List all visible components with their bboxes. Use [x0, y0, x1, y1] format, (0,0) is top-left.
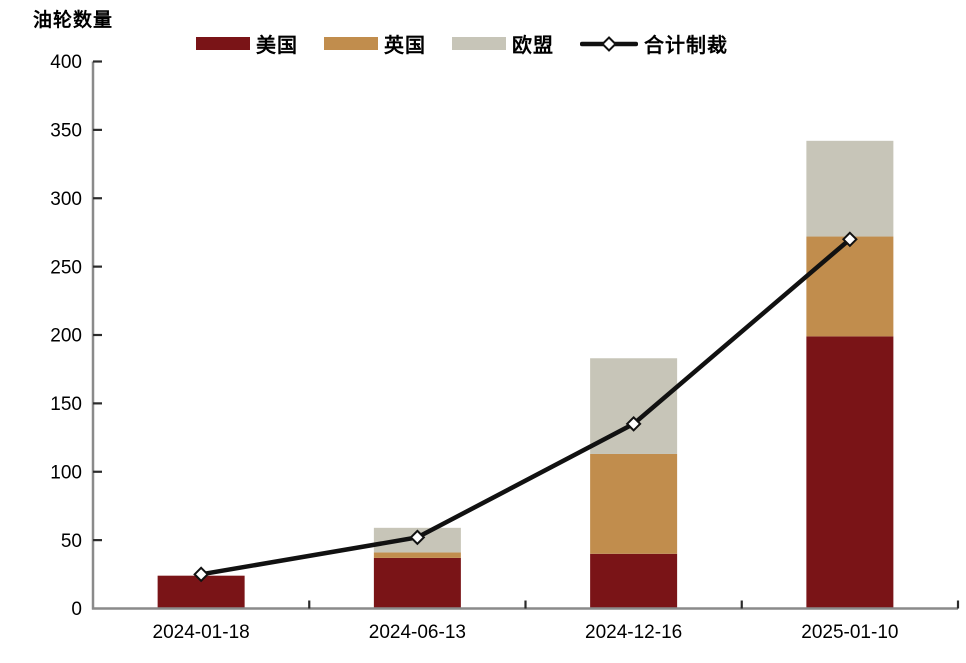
bar-segment-eu — [806, 140, 894, 237]
legend: 美国 英国 欧盟 合计制裁 — [196, 29, 728, 58]
legend-label-eu: 欧盟 — [512, 35, 554, 57]
bar-segment-us — [373, 557, 461, 609]
legend-item-us: 美国 — [196, 29, 298, 58]
x-tick-label: 2024-12-16 — [585, 622, 682, 643]
x-tick-label: 2024-06-13 — [369, 622, 466, 643]
line-marker-diamond — [409, 529, 426, 546]
legend-item-total: 合计制裁 — [580, 29, 728, 58]
bar-segment-uk — [590, 453, 678, 554]
bar-segment-us — [806, 336, 894, 609]
bar-segment-us — [590, 553, 678, 609]
y-tick-label: 250 — [50, 257, 82, 278]
y-tick-label: 150 — [50, 394, 82, 415]
legend-item-uk: 英国 — [324, 29, 426, 58]
bar-segment-uk — [373, 552, 461, 558]
legend-swatch-uk — [324, 37, 378, 50]
bar-segment-uk — [806, 236, 894, 337]
legend-label-us: 美国 — [256, 35, 298, 57]
y-tick-label: 400 — [50, 52, 82, 73]
x-tick-label: 2024-01-18 — [153, 622, 250, 643]
y-tick-label: 350 — [50, 121, 82, 142]
legend-label-total: 合计制裁 — [644, 35, 728, 57]
y-tick-label: 100 — [50, 462, 82, 483]
legend-swatch-eu — [452, 37, 506, 50]
legend-swatch-us — [196, 37, 250, 50]
line-marker-diamond — [625, 415, 642, 432]
y-tick-label: 0 — [71, 599, 82, 620]
legend-label-uk: 英国 — [384, 35, 426, 57]
line-marker-diamond — [841, 231, 858, 248]
y-tick-label: 300 — [50, 189, 82, 210]
chart-title: 油轮数量 — [33, 10, 114, 31]
legend-line-sample — [580, 35, 638, 52]
line-marker-diamond — [193, 566, 210, 583]
y-tick-label: 200 — [50, 326, 82, 347]
line-series-total — [198, 237, 853, 577]
x-tick-label: 2025-01-10 — [801, 622, 898, 643]
legend-item-eu: 欧盟 — [452, 29, 554, 58]
y-tick-label: 50 — [61, 531, 82, 552]
